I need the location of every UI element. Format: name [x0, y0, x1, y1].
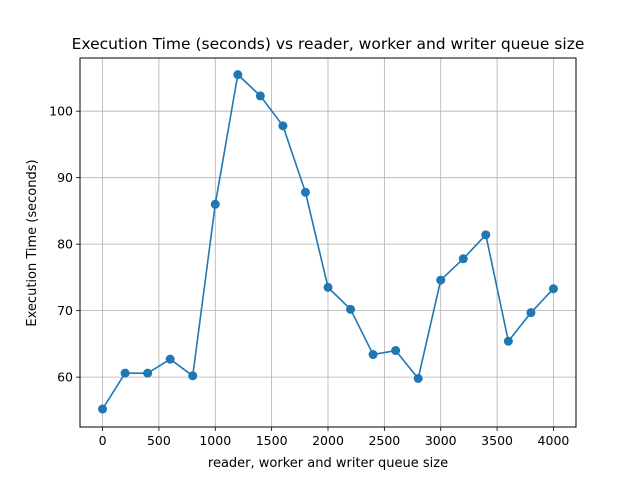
data-point — [323, 282, 333, 292]
grid-lines — [80, 58, 576, 427]
data-point — [233, 70, 243, 80]
data-point — [120, 368, 130, 378]
x-tick-label: 3000 — [425, 433, 457, 448]
x-tick-label: 500 — [147, 433, 171, 448]
data-point — [278, 121, 288, 131]
y-tick-label: 60 — [57, 370, 73, 385]
y-tick-label: 70 — [57, 303, 73, 318]
data-point — [300, 187, 310, 197]
x-axis-label: reader, worker and writer queue size — [208, 456, 448, 471]
data-point — [188, 371, 198, 381]
y-tick-label: 80 — [57, 237, 73, 252]
data-point — [368, 350, 378, 360]
y-axis-label: Execution Time (seconds) — [25, 159, 40, 326]
data-point — [436, 275, 446, 285]
x-tick-label: 2000 — [312, 433, 344, 448]
y-tick-label: 100 — [49, 104, 73, 119]
plot-frame — [79, 57, 577, 428]
y-tick-label: 90 — [57, 170, 73, 185]
data-point — [548, 284, 558, 294]
y-axis-ticks: 60 70 80 90 100 — [49, 104, 80, 385]
data-point — [458, 254, 468, 264]
x-tick-label: 0 — [99, 433, 107, 448]
data-point — [98, 404, 108, 414]
x-tick-label: 3500 — [481, 433, 513, 448]
x-tick-label: 1500 — [256, 433, 288, 448]
data-point — [165, 354, 175, 364]
x-tick-label: 1000 — [199, 433, 231, 448]
data-point — [413, 373, 423, 383]
data-point — [346, 304, 356, 314]
x-tick-label: 2500 — [368, 433, 400, 448]
data-point — [255, 91, 265, 101]
data-point — [210, 199, 220, 209]
x-tick-label: 4000 — [538, 433, 570, 448]
data-point — [481, 230, 491, 240]
data-point — [526, 308, 536, 318]
data-point — [391, 346, 401, 356]
series-layer — [98, 70, 558, 414]
data-point — [143, 368, 153, 378]
x-axis-ticks: 0 500 1000 1500 2000 2500 3000 3500 4000 — [99, 427, 570, 448]
chart-title: Execution Time (seconds) vs reader, work… — [72, 35, 585, 53]
data-point — [503, 336, 513, 346]
